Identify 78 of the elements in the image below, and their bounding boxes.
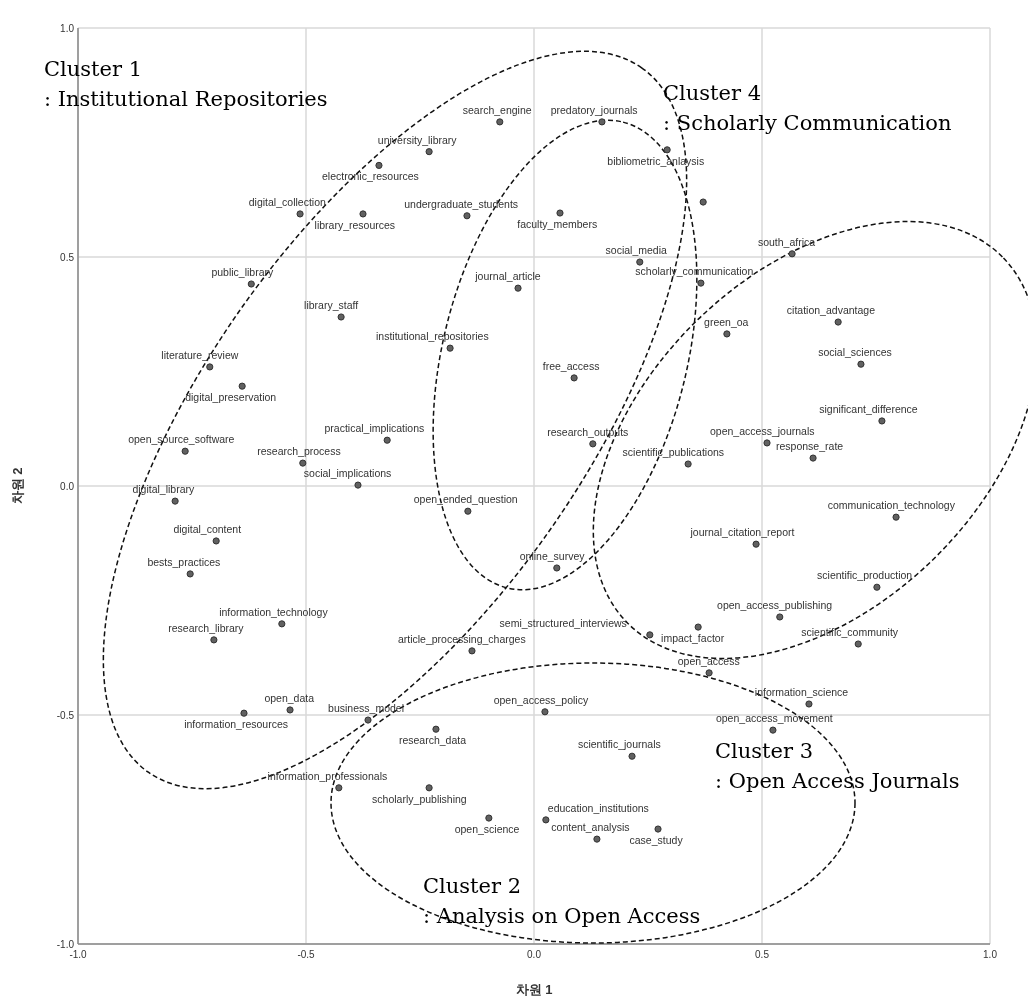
y-tick-label: -0.5	[56, 709, 75, 721]
y-axis-title: 차원 2	[10, 467, 25, 505]
annotation: electronic_resources	[321, 170, 419, 183]
annotation: : Open Access Journals	[715, 769, 960, 793]
annotation: scientific_production	[817, 569, 913, 582]
annotation: faculty_members	[517, 218, 598, 231]
annotation: citation_advantage	[786, 304, 876, 317]
y-tick-label: 0.0	[60, 480, 75, 492]
annotation: social_sciences	[818, 346, 892, 359]
annotation: impact_factor	[661, 632, 725, 645]
annotation: online_survey	[519, 549, 586, 562]
x-tick-label: 1.0	[983, 949, 998, 960]
annotation: content_analysis	[551, 821, 630, 834]
annotation: free_access	[542, 359, 600, 372]
annotation: open_science	[454, 823, 520, 836]
x-tick-label: -0.5	[297, 949, 316, 960]
annotation: predatory_journals	[550, 103, 638, 116]
annotation: information_technology	[219, 605, 329, 618]
annotation: research_process	[257, 445, 341, 458]
annotation: green_oa	[704, 315, 749, 328]
annotation: university_library	[377, 133, 458, 146]
annotation: Cluster 3	[715, 739, 814, 763]
annotation: information_science	[754, 686, 849, 699]
y-tick-label: -1.0	[56, 938, 75, 950]
annotation: journal_citation_report	[689, 526, 795, 539]
annotation: bests_practices	[147, 555, 221, 568]
annotation: open_access_journals	[710, 424, 815, 437]
annotation: digital_collection	[248, 195, 326, 208]
annotation: education_institutions	[547, 801, 649, 814]
y-tick-label: 1.0	[60, 22, 75, 34]
annotation: information_professionals	[267, 769, 388, 782]
annotation: scholarly_publishing	[372, 792, 467, 805]
annotation: open_access	[677, 654, 740, 667]
x-tick-label: 0.0	[527, 949, 542, 960]
annotation: case_study	[629, 834, 684, 847]
annotation: open_access_publishing	[717, 598, 833, 611]
annotation: scientific_journals	[577, 738, 661, 751]
annotation: Cluster 1	[44, 57, 143, 81]
annotation: public_library	[211, 266, 274, 279]
annotation: open_access_movement	[715, 712, 833, 725]
annotation: digital_preservation	[185, 391, 277, 404]
annotation: practical_implications	[324, 422, 425, 435]
annotation: significant_difference	[819, 402, 918, 415]
annotation: literature_review	[161, 348, 239, 361]
annotation: digital_content	[173, 522, 242, 535]
annotation: institutional_repositories	[376, 330, 489, 343]
annotation: response_rate	[776, 440, 844, 453]
annotation: library_staff	[304, 299, 359, 311]
annotation: Cluster 2	[423, 874, 522, 898]
annotation: open_access_policy	[493, 693, 589, 706]
annotation: digital_library	[132, 483, 195, 496]
annotation: scientific_community	[801, 626, 899, 639]
annotation: undergraduate_students	[404, 197, 519, 210]
annotation: social_implications	[303, 467, 392, 480]
x-tick-label: -1.0	[69, 949, 88, 960]
annotation: social_media	[605, 244, 668, 257]
annotation: : Analysis on Open Access	[423, 904, 701, 928]
annotation: south_africa	[757, 235, 816, 248]
annotation: : Scholarly Communication	[663, 111, 952, 135]
x-axis-title: 차원 1	[515, 982, 553, 997]
annotation: open_source_software	[128, 433, 235, 446]
x-tick-label: 0.5	[755, 949, 770, 960]
annotation: article_processing_charges	[397, 632, 526, 645]
annotation: journal_article	[474, 270, 541, 283]
annotation: communication_technology	[827, 499, 956, 512]
annotation: : Institutional Repositories	[44, 87, 328, 111]
annotation: scientific_publications	[622, 446, 725, 459]
annotation: open_ended_question	[413, 493, 518, 506]
annotation: research_outputs	[547, 425, 629, 438]
y-tick-label: 0.5	[60, 251, 75, 263]
annotation: library_resources	[314, 218, 396, 231]
annotation: search_engine	[462, 103, 532, 116]
annotation: research_library	[168, 621, 245, 634]
annotation: semi_structured_interviews	[499, 616, 627, 629]
annotation: Cluster 4	[663, 81, 762, 105]
annotation: information_resources	[184, 718, 289, 731]
annotation: research_data	[398, 734, 467, 747]
annotation: open_data	[264, 691, 315, 704]
